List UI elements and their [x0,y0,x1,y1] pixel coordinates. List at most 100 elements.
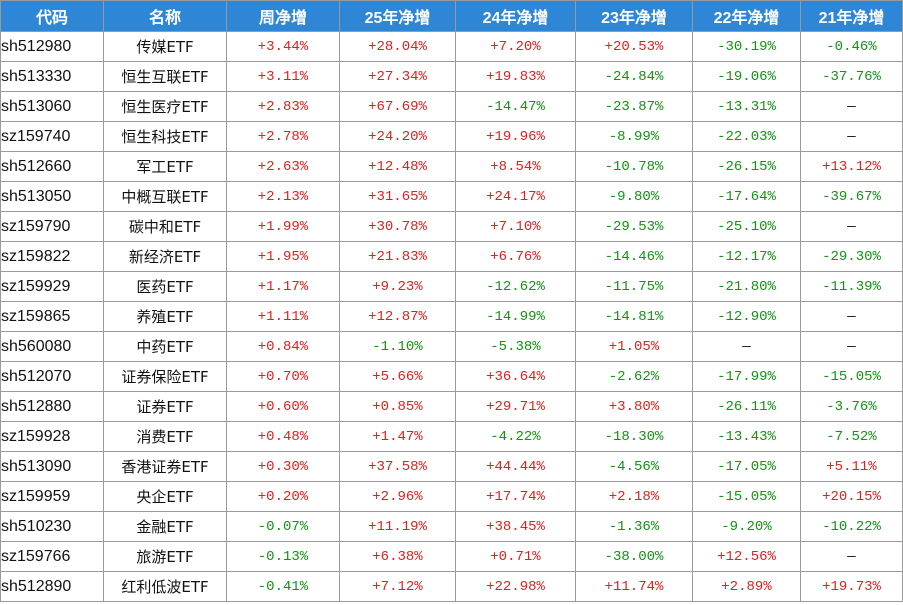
change-2024-cell: -4.22% [455,421,576,452]
change-2023-cell: +20.53% [575,31,693,62]
etf-name-cell: 恒生医疗ETF [103,91,227,122]
week-change-cell: +0.30% [226,451,340,482]
etf-code-cell: sz159959 [0,481,104,512]
table-row: sz159822 新经济ETF +1.95% +21.83% +6.76% -14.46%… [0,241,903,272]
header-2022-change: 22年净增 [692,0,801,32]
etf-code-cell: sz159822 [0,241,104,272]
change-2025-cell: +31.65% [339,181,456,212]
etf-name-cell: 军工ETF [103,151,227,182]
table-row: sh512880 证券ETF +0.60% +0.85% +29.71% +3.80% -2… [0,391,903,422]
table-row: sz159790 碳中和ETF +1.99% +30.78% +7.10% -29.53%… [0,211,903,242]
change-2024-cell: -5.38% [455,331,576,362]
change-2022-cell: -21.80% [692,271,801,302]
change-2023-cell: -24.84% [575,61,693,92]
header-week-change: 周净增 [226,0,340,32]
etf-code-cell: sh512070 [0,361,104,392]
change-2022-cell: -26.11% [692,391,801,422]
change-2021-cell: -10.22% [800,511,903,542]
change-2023-cell: -18.30% [575,421,693,452]
change-2025-cell: +12.48% [339,151,456,182]
week-change-cell: +2.83% [226,91,340,122]
etf-name-cell: 传媒ETF [103,31,227,62]
change-2023-cell: -29.53% [575,211,693,242]
change-2024-cell: +29.71% [455,391,576,422]
change-2023-cell: -4.56% [575,451,693,482]
change-2025-cell: +28.04% [339,31,456,62]
change-2024-cell: +0.71% [455,541,576,572]
etf-code-cell: sz159740 [0,121,104,152]
change-2022-cell: -25.10% [692,211,801,242]
change-2021-cell: +13.12% [800,151,903,182]
change-2022-cell: -17.99% [692,361,801,392]
change-2022-cell: -30.19% [692,31,801,62]
week-change-cell: +1.99% [226,211,340,242]
change-2024-cell: -12.62% [455,271,576,302]
change-2021-cell: -0.46% [800,31,903,62]
week-change-cell: -0.07% [226,511,340,542]
etf-code-cell: sh512980 [0,31,104,62]
week-change-cell: +0.48% [226,421,340,452]
change-2021-cell: — [800,91,903,122]
change-2024-cell: +19.96% [455,121,576,152]
etf-name-cell: 碳中和ETF [103,211,227,242]
table-row: sh513050 中概互联ETF +2.13% +31.65% +24.17% -9.80… [0,181,903,212]
table-row: sz159766 旅游ETF -0.13% +6.38% +0.71% -38.00% +1… [0,541,903,572]
etf-name-cell: 证券ETF [103,391,227,422]
etf-name-cell: 恒生科技ETF [103,121,227,152]
change-2024-cell: +8.54% [455,151,576,182]
etf-name-cell: 红利低波ETF [103,571,227,602]
header-2023-change: 23年净增 [575,0,693,32]
change-2022-cell: -19.06% [692,61,801,92]
change-2024-cell: -14.47% [455,91,576,122]
etf-name-cell: 中药ETF [103,331,227,362]
change-2024-cell: +24.17% [455,181,576,212]
change-2024-cell: +7.10% [455,211,576,242]
change-2022-cell: -12.17% [692,241,801,272]
week-change-cell: +0.70% [226,361,340,392]
table-row: sh512660 军工ETF +2.63% +12.48% +8.54% -10.78% -… [0,151,903,182]
change-2024-cell: +6.76% [455,241,576,272]
change-2023-cell: -1.36% [575,511,693,542]
table-row: sz159959 央企ETF +0.20% +2.96% +17.74% +2.18% -1… [0,481,903,512]
change-2021-cell: -29.30% [800,241,903,272]
header-code: 代码 [0,0,104,32]
change-2025-cell: +24.20% [339,121,456,152]
table-row: sz159740 恒生科技ETF +2.78% +24.20% +19.96% -8.99… [0,121,903,152]
etf-name-cell: 金融ETF [103,511,227,542]
change-2025-cell: +11.19% [339,511,456,542]
change-2022-cell: -17.05% [692,451,801,482]
etf-name-cell: 医药ETF [103,271,227,302]
change-2022-cell: -22.03% [692,121,801,152]
week-change-cell: +3.44% [226,31,340,62]
table-row: sh560080 中药ETF +0.84% -1.10% -5.38% +1.05% — — [0,331,903,362]
change-2025-cell: +9.23% [339,271,456,302]
change-2021-cell: -37.76% [800,61,903,92]
table-body: sh512980 传媒ETF +3.44% +28.04% +7.20% +20.53% -… [0,31,903,602]
change-2022-cell: -15.05% [692,481,801,512]
change-2024-cell: +44.44% [455,451,576,482]
change-2021-cell: -3.76% [800,391,903,422]
change-2024-cell: +17.74% [455,481,576,512]
table-row: sh513060 恒生医疗ETF +2.83% +67.69% -14.47% -23.8… [0,91,903,122]
etf-code-cell: sh512890 [0,571,104,602]
etf-name-cell: 恒生互联ETF [103,61,227,92]
change-2021-cell: — [800,541,903,572]
change-2022-cell: +2.89% [692,571,801,602]
etf-name-cell: 消费ETF [103,421,227,452]
table-row: sz159929 医药ETF +1.17% +9.23% -12.62% -11.75% -… [0,271,903,302]
change-2023-cell: -23.87% [575,91,693,122]
change-2023-cell: +11.74% [575,571,693,602]
change-2021-cell: -39.67% [800,181,903,212]
week-change-cell: +1.11% [226,301,340,332]
change-2021-cell: — [800,121,903,152]
change-2025-cell: +2.96% [339,481,456,512]
etf-code-cell: sz159928 [0,421,104,452]
table-row: sh512070 证券保险ETF +0.70% +5.66% +36.64% -2.62%… [0,361,903,392]
table-row: sh512980 传媒ETF +3.44% +28.04% +7.20% +20.53% -… [0,31,903,62]
table-row: sh513330 恒生互联ETF +3.11% +27.34% +19.83% -24.8… [0,61,903,92]
etf-name-cell: 央企ETF [103,481,227,512]
change-2021-cell: — [800,211,903,242]
change-2024-cell: +36.64% [455,361,576,392]
week-change-cell: +0.60% [226,391,340,422]
